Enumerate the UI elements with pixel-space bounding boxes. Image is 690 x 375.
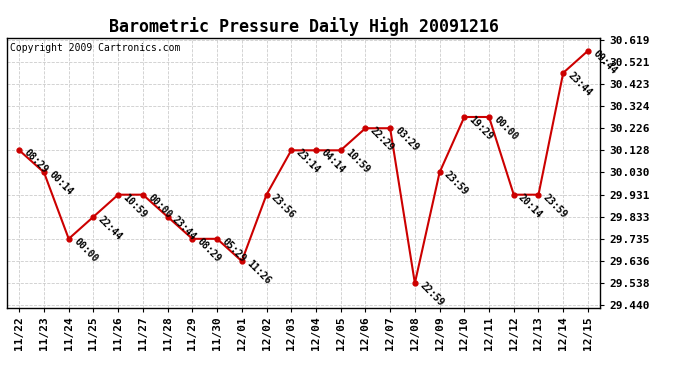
Text: 23:56: 23:56 — [269, 192, 297, 220]
Text: 00:00: 00:00 — [146, 192, 173, 220]
Text: 23:59: 23:59 — [541, 192, 569, 220]
Text: 00:00: 00:00 — [72, 236, 99, 264]
Text: 03:29: 03:29 — [393, 126, 421, 153]
Text: 22:29: 22:29 — [368, 126, 396, 153]
Text: 08:29: 08:29 — [195, 236, 223, 264]
Text: 22:44: 22:44 — [96, 214, 124, 242]
Text: 19:29: 19:29 — [467, 114, 495, 142]
Text: 05:29: 05:29 — [220, 236, 248, 264]
Text: 10:59: 10:59 — [121, 192, 149, 220]
Text: 04:14: 04:14 — [319, 147, 346, 176]
Text: 09:44: 09:44 — [591, 48, 618, 76]
Text: 20:14: 20:14 — [517, 192, 544, 220]
Text: 11:26: 11:26 — [244, 258, 273, 286]
Text: Copyright 2009 Cartronics.com: Copyright 2009 Cartronics.com — [10, 43, 180, 53]
Text: 00:00: 00:00 — [492, 114, 520, 142]
Text: 00:14: 00:14 — [47, 170, 75, 198]
Text: 08:29: 08:29 — [22, 147, 50, 176]
Text: 10:59: 10:59 — [344, 147, 371, 176]
Text: 23:44: 23:44 — [170, 214, 198, 242]
Text: 23:14: 23:14 — [294, 147, 322, 176]
Title: Barometric Pressure Daily High 20091216: Barometric Pressure Daily High 20091216 — [108, 17, 499, 36]
Text: 22:59: 22:59 — [417, 280, 446, 308]
Text: 23:59: 23:59 — [442, 170, 470, 198]
Text: 23:44: 23:44 — [566, 70, 594, 98]
